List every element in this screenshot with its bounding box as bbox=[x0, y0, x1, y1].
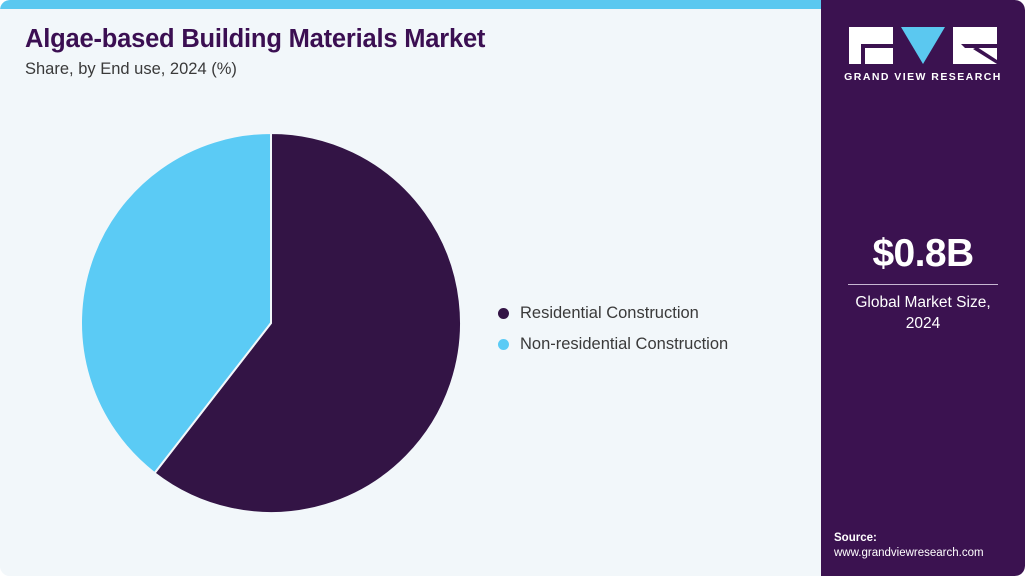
stat-divider bbox=[848, 283, 998, 285]
pie-chart-svg bbox=[81, 133, 461, 513]
pie-chart bbox=[81, 133, 461, 513]
source-url: www.grandviewresearch.com bbox=[834, 547, 984, 560]
legend-swatch-icon bbox=[498, 308, 509, 319]
legend-item: Residential Construction bbox=[498, 298, 728, 329]
legend-item: Non-residential Construction bbox=[498, 329, 728, 360]
top-accent-bar bbox=[0, 0, 821, 9]
page-subtitle: Share, by End use, 2024 (%) bbox=[25, 60, 237, 79]
pie-slice-group bbox=[81, 133, 461, 513]
market-size-stat: $0.8B Global Market Size, 2024 bbox=[821, 232, 1025, 335]
pie-slice bbox=[153, 133, 461, 513]
source-block: Source: www.grandviewresearch.com bbox=[834, 531, 1017, 562]
brand-side-panel: GRAND VIEW RESEARCH $0.8B Global Market … bbox=[821, 0, 1025, 576]
legend-label: Residential Construction bbox=[520, 304, 699, 322]
brand-logo: GRAND VIEW RESEARCH bbox=[821, 27, 1025, 83]
gvr-logo-icon bbox=[849, 27, 997, 64]
chart-legend: Residential Construction Non-residential … bbox=[498, 298, 728, 360]
source-label: Source: bbox=[834, 531, 877, 544]
pie-slice bbox=[81, 133, 272, 475]
brand-wordmark: GRAND VIEW RESEARCH bbox=[844, 71, 1002, 83]
page-title: Algae-based Building Materials Market bbox=[25, 25, 486, 53]
chart-region: Algae-based Building Materials Market Sh… bbox=[0, 9, 821, 576]
legend-label: Non-residential Construction bbox=[520, 335, 729, 353]
stat-value: $0.8B bbox=[872, 232, 974, 275]
legend-swatch-icon bbox=[498, 339, 509, 350]
stat-caption: Global Market Size, 2024 bbox=[855, 293, 991, 332]
title-block: Algae-based Building Materials Market Sh… bbox=[25, 25, 785, 80]
